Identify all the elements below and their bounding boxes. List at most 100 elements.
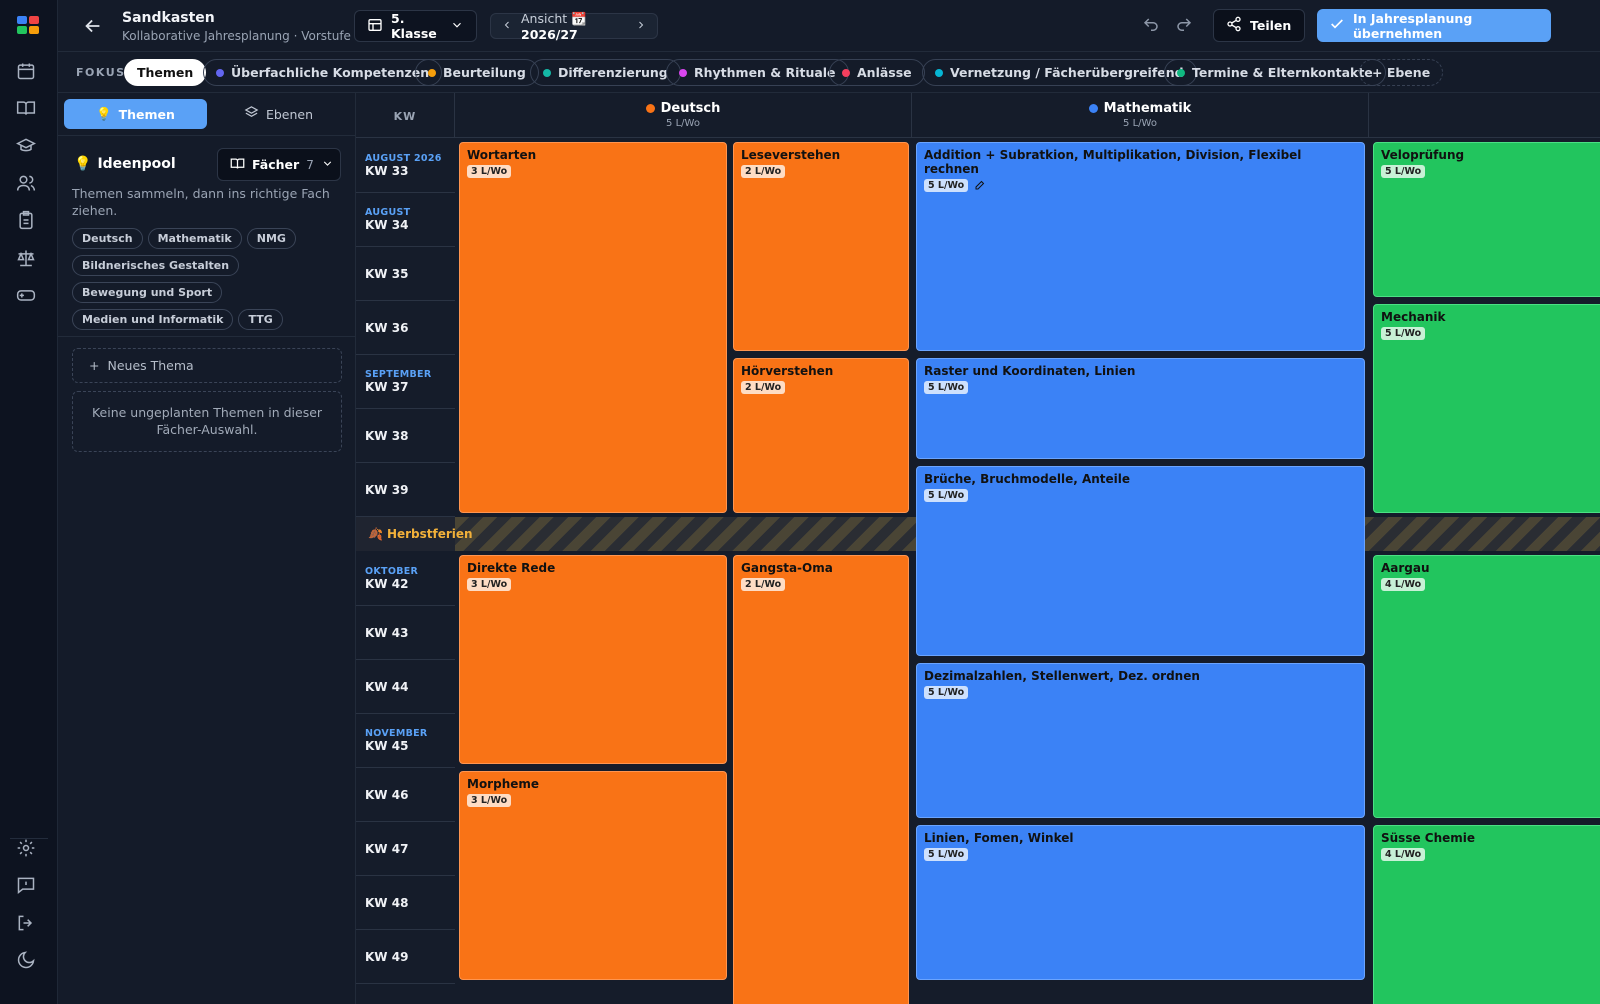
next-year-chevron-icon[interactable] [635, 19, 647, 34]
week-row: AUGUST KW 34 [356, 193, 455, 247]
color-dot [842, 68, 850, 77]
topic-block-direkte-rede[interactable]: Direkte Rede 3 L/Wo [459, 555, 727, 764]
topic-block-suesse-chemie[interactable]: Süsse Chemie 4 L/Wo [1373, 825, 1600, 1004]
share-button[interactable]: Teilen [1213, 9, 1305, 42]
empty-topics-message: Keine ungeplanten Themen in dieser Fäche… [72, 391, 342, 452]
leaf-icon: 🍂 [368, 527, 383, 541]
subject-tag[interactable]: Deutsch [72, 228, 143, 249]
color-dot [645, 104, 655, 113]
week-row: KW 36 [356, 301, 455, 355]
ansicht-year: 2026/27 [521, 26, 578, 42]
add-ebene-button[interactable]: + Ebene [1359, 59, 1444, 86]
focus-chip-differenzierung[interactable]: Differenzierung [530, 59, 681, 86]
subject-tag[interactable]: NMG [246, 228, 296, 249]
week-row: AUGUST 2026 KW 33 [356, 138, 455, 193]
graduation-cap-icon[interactable] [15, 136, 38, 158]
focus-chip-vernetzung[interactable]: Vernetzung / Fächerübergreifend [922, 59, 1197, 86]
kw-column-header: KW [356, 93, 455, 138]
week-row: KW 48 [356, 876, 455, 930]
app-logo[interactable] [17, 16, 39, 34]
week-row: KW 47 [356, 822, 455, 876]
subject-tag[interactable]: Mathematik [147, 228, 242, 249]
week-row: KW 35 [356, 247, 455, 301]
users-icon[interactable] [16, 173, 38, 195]
new-topic-button[interactable]: + Neues Thema [72, 348, 342, 383]
topic-block-gangsta-oma[interactable]: Gangsta-Oma 2 L/Wo [733, 555, 909, 1004]
klasse-selector[interactable]: 5. Klasse [354, 10, 477, 42]
week-row: KW 39 [356, 463, 455, 517]
topic-block-wortarten[interactable]: Wortarten 3 L/Wo [459, 142, 727, 513]
faecher-filter-dropdown[interactable]: Fächer 7 [217, 148, 341, 181]
share-icon [1226, 16, 1242, 35]
book-open-icon [230, 156, 245, 174]
year-view-switcher: Ansicht 📆2026/27 [490, 10, 658, 42]
topic-block-hoerverstehen[interactable]: Hörverstehen 2 L/Wo [733, 358, 909, 513]
topic-block-brueche[interactable]: Brüche, Bruchmodelle, Anteile 5 L/Wo [916, 466, 1365, 656]
column-header-mathematik[interactable]: Mathematik 5 L/Wo [912, 93, 1369, 138]
focus-chip-ueberfachliche-kompetenzen[interactable]: Überfachliche Kompetenzen [203, 59, 443, 86]
lightbulb-icon: 💡 [96, 106, 112, 121]
column-header-deutsch[interactable]: Deutsch 5 L/Wo [455, 93, 912, 138]
week-row: KW 43 [356, 606, 455, 660]
clipboard-icon[interactable] [16, 210, 38, 232]
focus-chip-rhythmen-rituale[interactable]: Rhythmen & Rituale [666, 59, 849, 86]
focus-chip-beurteilung[interactable]: Beurteilung [415, 59, 539, 86]
focus-chip-termine-elternkontakte[interactable]: Termine & Elternkontakte [1164, 59, 1386, 86]
tab-themen[interactable]: 💡 Themen [64, 99, 207, 129]
focus-label: FOKUS [76, 66, 126, 79]
apply-label: In Jahresplanung übernehmen [1353, 10, 1473, 41]
subject-tag[interactable]: Bewegung und Sport [72, 282, 223, 303]
dark-mode-moon-icon[interactable] [16, 950, 38, 972]
holiday-label: 🍂 Herbstferien [356, 517, 473, 551]
redo-icon[interactable] [1175, 16, 1193, 34]
pencil-edit-icon[interactable] [974, 179, 986, 191]
focus-chip-themen[interactable]: Themen [124, 59, 207, 86]
subject-tag[interactable]: TTG [238, 309, 283, 330]
topic-block-mechanik[interactable]: Mechanik 5 L/Wo [1373, 304, 1600, 513]
app-rail [0, 0, 58, 1004]
topic-block-velopruefung[interactable]: Veloprüfung 5 L/Wo [1373, 142, 1600, 297]
week-row: KW 44 [356, 660, 455, 714]
plus-icon: + [89, 358, 100, 373]
color-dot [1177, 68, 1185, 77]
topic-block-dezimalzahlen[interactable]: Dezimalzahlen, Stellenwert, Dez. ordnen 5… [916, 663, 1365, 818]
check-icon [1329, 16, 1345, 35]
color-dot [935, 68, 943, 77]
faecher-count: 7 [306, 157, 314, 172]
tab-ebenen[interactable]: Ebenen [207, 99, 350, 129]
ideenpool-sidebar: 💡 Themen Ebenen 💡 Ideenpool Fächer 7 The… [58, 93, 356, 1004]
feedback-icon[interactable] [16, 875, 38, 897]
undo-icon[interactable] [1142, 16, 1160, 34]
prev-year-chevron-icon[interactable] [501, 19, 513, 34]
scale-icon[interactable] [16, 248, 38, 270]
topic-block-addition[interactable]: Addition + Subratkion, Multiplikation, D… [916, 142, 1365, 351]
layers-icon [244, 105, 259, 123]
back-arrow-icon[interactable] [82, 15, 104, 37]
calendar-icon[interactable] [16, 61, 38, 83]
page-title: Sandkasten [122, 10, 215, 26]
topic-block-leseverstehen[interactable]: Leseverstehen 2 L/Wo [733, 142, 909, 351]
gamepad-icon[interactable] [16, 285, 38, 307]
calendar-emoji-icon: 📆 [571, 10, 587, 26]
apply-to-annual-plan-button[interactable]: In Jahresplanung übernehmen [1317, 9, 1551, 42]
focus-chip-anlaesse[interactable]: Anlässe [829, 59, 925, 86]
subject-tag[interactable]: Bildnerisches Gestalten [72, 255, 240, 276]
page-subtitle: Kollaborative Jahresplanung · Vorstufe [122, 29, 351, 43]
topic-block-aargau[interactable]: Aargau 4 L/Wo [1373, 555, 1600, 818]
layout-icon [367, 17, 383, 36]
topic-block-raster[interactable]: Raster und Koordinaten, Linien 5 L/Wo [916, 358, 1365, 459]
ideenpool-hint: Themen sammeln, dann ins richtige Fach z… [72, 186, 330, 218]
book-icon[interactable] [16, 98, 38, 120]
share-label: Teilen [1250, 18, 1292, 33]
subject-tag[interactable]: Medien und Informatik [72, 309, 234, 330]
color-dot [679, 68, 687, 77]
week-row: KW 49 [356, 930, 455, 984]
settings-gear-icon[interactable] [16, 838, 38, 860]
topic-block-morpheme[interactable]: Morpheme 3 L/Wo [459, 771, 727, 980]
logout-icon[interactable] [16, 913, 38, 935]
topic-block-linien[interactable]: Linien, Fomen, Winkel 5 L/Wo [916, 825, 1365, 980]
chevron-down-icon [321, 157, 334, 173]
lightbulb-icon: 💡 [74, 156, 92, 172]
chevron-down-icon [450, 18, 464, 35]
subject-tags: Deutsch Mathematik NMG Bildnerisches Ges… [72, 228, 347, 330]
